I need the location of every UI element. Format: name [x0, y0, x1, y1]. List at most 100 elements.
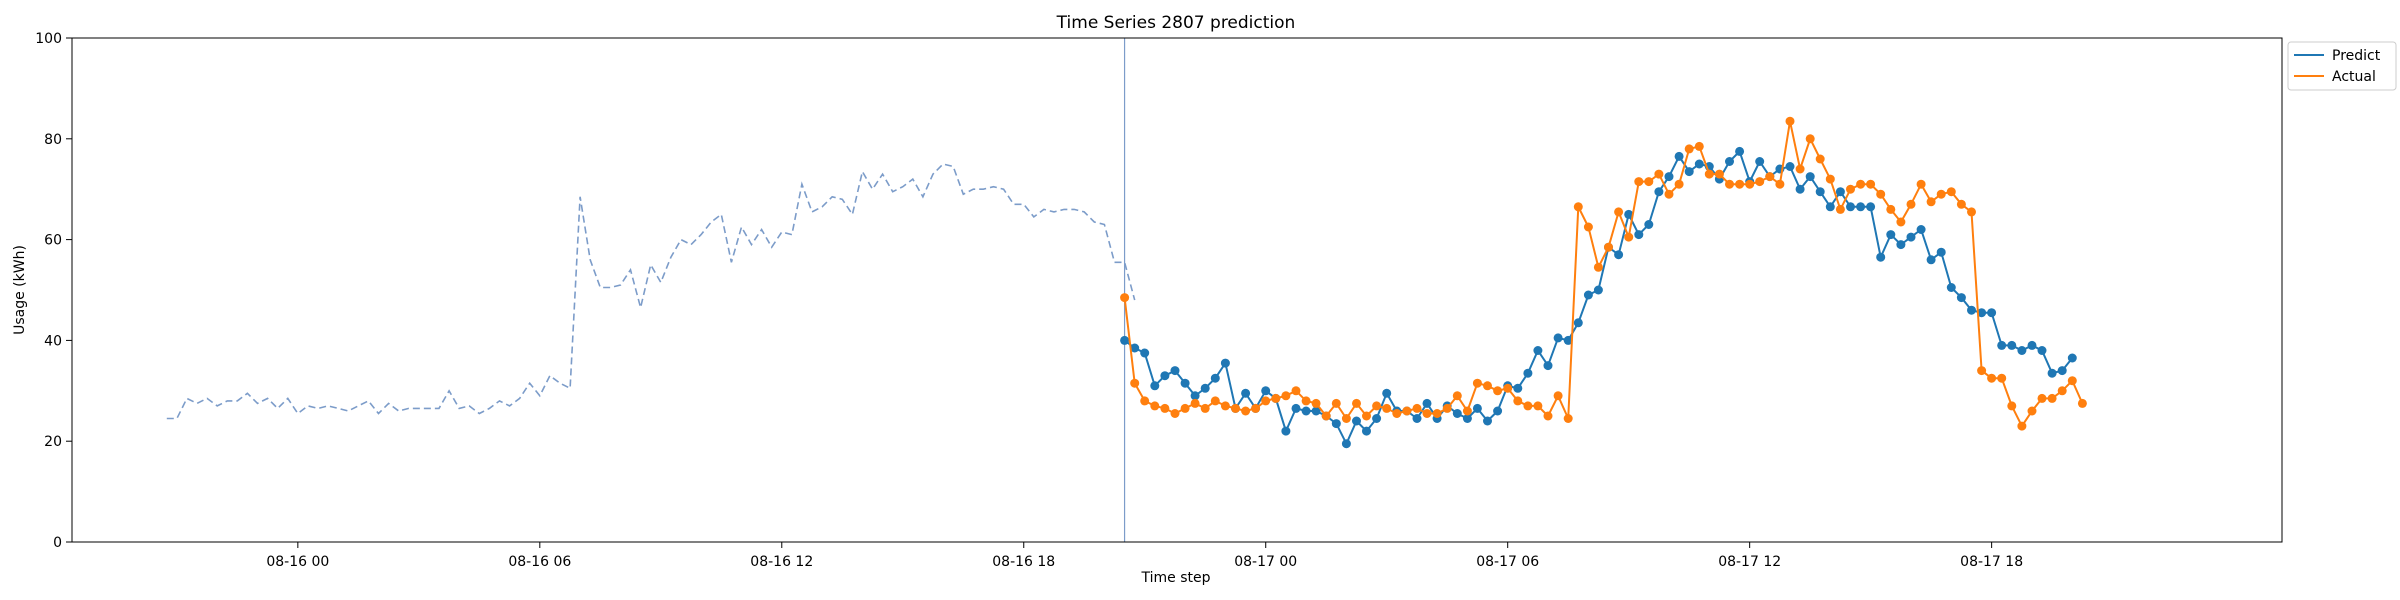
actual-point [1694, 141, 1704, 151]
actual-point [1210, 396, 1220, 406]
actual-point [1543, 411, 1553, 421]
y-tick-label: 80 [44, 132, 62, 148]
predict-point [2027, 340, 2037, 350]
actual-point [2037, 393, 2047, 403]
predict-point [1120, 335, 1130, 345]
predict-point [1926, 255, 1936, 265]
actual-point [1755, 177, 1765, 187]
actual-point [1846, 184, 1855, 194]
predict-point [1644, 220, 1654, 229]
actual-point [1674, 179, 1684, 189]
actual-point [1714, 169, 1724, 179]
x-tick-label: 08-16 12 [750, 554, 813, 570]
plot-frame [71, 37, 2283, 543]
predict-point [1483, 416, 1492, 426]
predict-point [1573, 318, 1583, 328]
actual-point [1452, 391, 1462, 401]
actual-point [1553, 391, 1563, 401]
predict-point [1654, 187, 1664, 197]
actual-point [1382, 403, 1392, 413]
actual-point [1906, 199, 1916, 209]
actual-point [1745, 179, 1755, 189]
actual-point [1412, 403, 1422, 413]
actual-point [1644, 177, 1654, 187]
predict-point [1785, 162, 1795, 171]
actual-point [1735, 179, 1745, 189]
actual-point [1604, 242, 1613, 252]
actual-point [1624, 232, 1634, 242]
predict-point [1896, 240, 1906, 250]
predict-point [1916, 225, 1926, 234]
y-tick-label: 20 [44, 434, 62, 450]
predict-point [1422, 398, 1432, 408]
actual-point [2077, 398, 2087, 408]
actual-point [1462, 406, 1472, 416]
actual-point [1271, 393, 1281, 403]
actual-point [1442, 403, 1452, 413]
actual-point [1503, 383, 1513, 393]
actual-point [1472, 378, 1482, 388]
predict-point [1815, 187, 1825, 197]
actual-point [1190, 398, 1200, 408]
y-tick-label: 40 [44, 333, 62, 349]
y-tick-label: 60 [44, 233, 62, 249]
predict-point [1755, 157, 1765, 166]
actual-point [1130, 378, 1140, 388]
predict-point [2047, 368, 2057, 378]
predict-point [1220, 358, 1230, 368]
actual-point [1321, 411, 1331, 421]
actual-point [1967, 207, 1976, 217]
actual-point [1886, 204, 1896, 214]
actual-point [1523, 401, 1533, 411]
predict-point [1160, 371, 1170, 381]
x-tick-label: 08-17 00 [1234, 554, 1297, 570]
actual-point [1936, 189, 1946, 199]
actual-point [2067, 376, 2077, 386]
actual-point [1341, 414, 1351, 423]
actual-point [1916, 179, 1926, 189]
actual-point [1946, 187, 1956, 197]
actual-point [1120, 293, 1130, 303]
predict-point [1956, 293, 1966, 303]
predict-point [1281, 426, 1291, 436]
predict-point [1331, 419, 1341, 429]
actual-point [1795, 164, 1805, 174]
predict-point [1624, 209, 1634, 219]
actual-point [1241, 406, 1251, 416]
predict-point [1946, 283, 1956, 292]
predict-point [1825, 202, 1835, 212]
actual-point [1150, 401, 1160, 411]
predict-point [1372, 414, 1382, 423]
actual-point [1634, 177, 1644, 187]
plot-area [166, 38, 2087, 542]
actual-point [1765, 172, 1775, 182]
predict-point [1452, 409, 1462, 418]
actual-point [1563, 414, 1573, 423]
predict-point [1382, 388, 1392, 398]
predict-point [2067, 353, 2077, 363]
actual-point [1220, 401, 1230, 411]
x-tick-label: 08-17 12 [1718, 554, 1781, 570]
predict-point [1241, 388, 1251, 398]
predict-point [1614, 250, 1624, 260]
predict-point [1190, 391, 1200, 401]
actual-point [1261, 396, 1271, 406]
actual-point [1573, 202, 1583, 212]
predict-point [1563, 335, 1573, 345]
predict-point [1210, 373, 1220, 383]
predict-point [1472, 403, 1482, 413]
predict-point [1997, 340, 2007, 350]
actual-point [2047, 393, 2057, 403]
actual-point [1493, 386, 1503, 396]
actual-point [1866, 179, 1876, 189]
actual-point [1513, 396, 1523, 406]
predict-point [1311, 406, 1321, 416]
actual-point [1231, 403, 1240, 413]
predict-point [1150, 381, 1160, 391]
predict-point [1906, 232, 1916, 242]
predict-point [1553, 333, 1563, 343]
actual-point [1483, 381, 1492, 391]
actual-point [1362, 411, 1371, 421]
